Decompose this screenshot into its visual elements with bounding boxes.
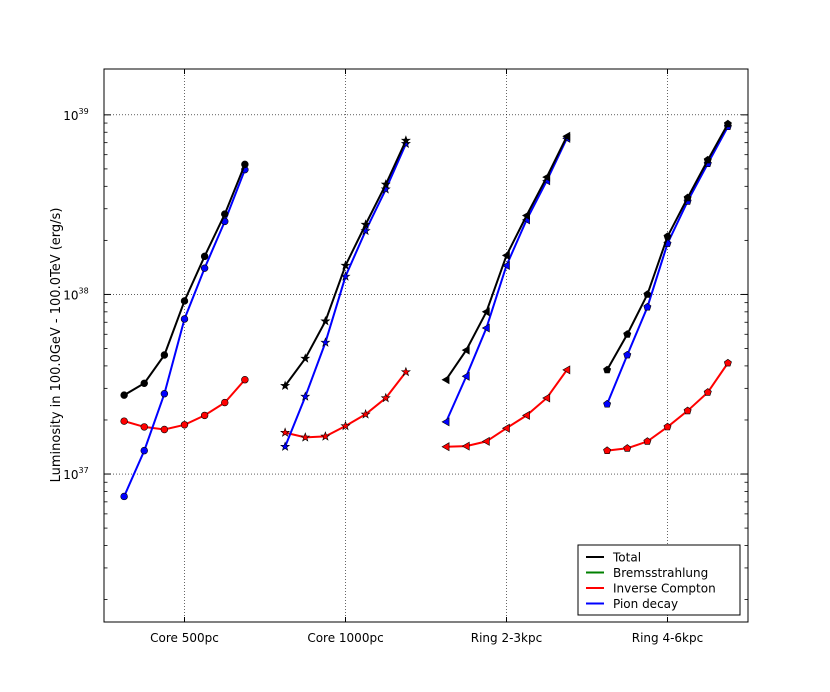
data-point-inverse-compton [723,358,732,367]
grid [104,69,748,622]
data-point-inverse-compton [441,442,450,452]
data-point-pion-decay [380,184,391,194]
legend-label: Pion decay [613,597,678,611]
data-point-inverse-compton [200,411,209,420]
data-point-pion-decay [200,264,209,272]
data-point-pion-decay [623,350,632,359]
data-point-total [140,379,148,388]
data-point-inverse-compton [623,444,632,452]
data-point-inverse-compton [221,398,229,407]
data-point-pion-decay [320,337,331,347]
data-point-inverse-compton [643,437,652,445]
data-point-total [300,353,311,363]
data-point-total [623,330,632,338]
legend-label: Bremsstrahlung [613,566,708,580]
series-layer [120,119,732,501]
data-point-pion-decay [603,399,612,408]
data-point-total [340,260,351,270]
data-point-inverse-compton [400,366,411,377]
data-point-pion-decay [180,315,189,323]
data-point-inverse-compton [241,376,249,384]
data-point-total [643,290,652,298]
x-tick-label: Core 1000pc [307,631,383,645]
data-point-inverse-compton [663,422,672,431]
data-point-total [241,160,249,169]
data-point-total [360,219,371,229]
data-point-total [501,250,510,260]
legend-label: Total [612,551,641,565]
data-point-total [221,210,229,218]
data-point-total [400,135,411,145]
data-point-inverse-compton [521,410,530,420]
data-point-total [663,232,672,240]
y-tick-label: 1037 [63,466,88,482]
data-point-total [521,210,530,221]
data-point-total [280,380,291,391]
y-axis-title: Luminosity in 100.0GeV - 100.0TeV (erg/s… [49,208,64,483]
legend-label: Inverse Compton [613,582,716,596]
data-point-pion-decay [280,441,291,451]
data-point-total [380,179,391,189]
data-point-inverse-compton [140,423,148,431]
data-point-inverse-compton [160,425,169,434]
data-point-inverse-compton [683,406,692,415]
plot-background [104,69,748,622]
data-point-total [120,391,128,399]
data-point-total [441,375,450,385]
data-point-inverse-compton [461,441,470,451]
data-point-inverse-compton [340,420,351,431]
data-point-inverse-compton [180,421,189,429]
x-tick-label: Ring 2-3kpc [471,631,542,645]
data-point-total [562,131,571,141]
data-point-pion-decay [501,260,510,271]
ticks: Core 500pc Core 1000pc Ring 2-3kpc Ring 4-6… [63,69,748,645]
data-point-inverse-compton [703,388,712,396]
legend-box [577,544,741,616]
data-point-total [160,351,169,359]
data-point-total [723,119,732,128]
data-point-total [703,155,712,164]
data-point-inverse-compton [501,423,510,433]
data-point-total [542,172,551,182]
data-point-inverse-compton [280,427,291,437]
data-point-inverse-compton [120,417,128,425]
y-tick-label: 1039 [63,107,88,123]
data-point-inverse-compton [603,446,612,455]
x-tick-label: Core 500pc [150,631,219,645]
data-point-pion-decay [140,446,148,455]
data-point-inverse-compton [320,431,331,441]
data-point-pion-decay [300,391,311,401]
data-point-pion-decay [461,371,470,381]
data-point-total [603,365,612,374]
data-point-total [180,297,189,305]
data-point-pion-decay [400,138,411,149]
data-point-pion-decay [120,492,128,501]
data-point-total [481,307,490,317]
data-point-total [200,252,209,261]
plot-frame [103,68,749,623]
data-point-inverse-compton [380,392,391,403]
data-point-total [320,315,331,326]
data-point-inverse-compton [481,436,490,446]
data-point-inverse-compton [360,408,371,419]
x-tick-label: Ring 4-6kpc [632,631,703,645]
y-tick-label: 1038 [63,286,88,302]
data-point-pion-decay [441,417,450,427]
data-point-inverse-compton [300,432,311,442]
data-point-pion-decay [481,323,490,333]
data-point-pion-decay [643,302,652,311]
data-point-pion-decay [160,390,169,398]
data-point-inverse-compton [562,365,571,375]
data-point-total [683,193,692,202]
data-point-total [461,345,470,355]
data-point-inverse-compton [542,393,551,403]
